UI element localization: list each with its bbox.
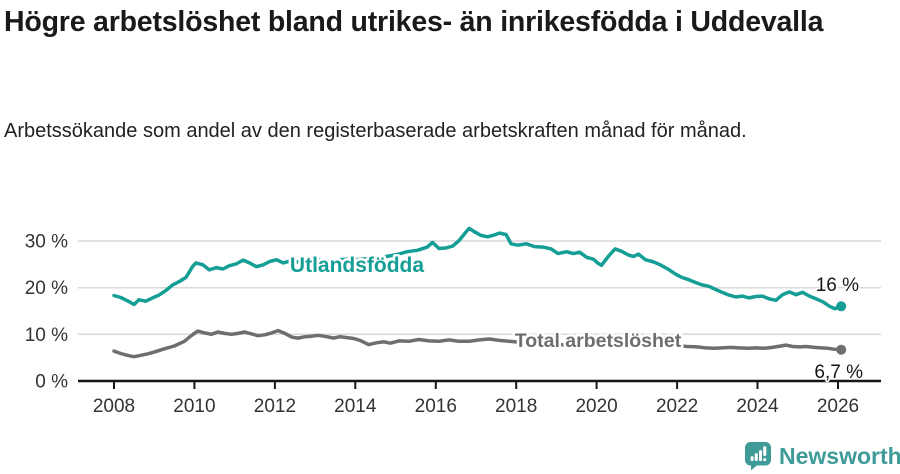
chart-title: Högre arbetslöshet bland utrikes- än inr… [4, 6, 824, 38]
x-tick-label-2020: 2020 [575, 396, 617, 417]
x-axis-labels: 2008 2010 2012 2014 2016 2018 2020 2022 2024 2026 [93, 396, 859, 417]
x-tick-label-2018: 2018 [495, 396, 537, 417]
x-axis [78, 379, 881, 389]
series-lines [112, 226, 847, 359]
chart-subtitle: Arbetssökande som andel av den registerb… [4, 120, 747, 142]
series-line-total-arbetsloshet [112, 328, 843, 359]
end-dot-total-arbetsloshet [836, 344, 847, 355]
y-tick-label-30: 30 % [25, 232, 68, 253]
x-tick-label-2008: 2008 [93, 396, 135, 417]
x-tick-label-2010: 2010 [173, 396, 215, 417]
x-tick-label-2016: 2016 [415, 396, 457, 417]
y-tick-label-10: 10 % [25, 325, 68, 346]
y-tick-label-20: 20 % [25, 278, 68, 299]
gridlines [78, 240, 881, 336]
x-tick-label-2026: 2026 [817, 396, 859, 417]
y-axis-labels: 0 % 10 % 20 % 30 % [25, 232, 68, 393]
x-tick-label-2014: 2014 [334, 396, 377, 417]
end-dot-utlandsfodda [836, 301, 847, 312]
end-value-label-utlandsfodda: 16 % [816, 275, 859, 296]
newsworthy-wordmark: Newsworthy [779, 442, 900, 469]
series-label-utlandsfodda: Utlandsfödda [290, 254, 424, 277]
x-tick-label-2024: 2024 [736, 396, 779, 417]
series-line-utlandsfodda [112, 226, 843, 311]
y-tick-label-0: 0 % [35, 372, 68, 393]
x-tick-label-2022: 2022 [656, 396, 698, 417]
newsworthy-logo: Newsworthy [744, 441, 900, 471]
x-tick-label-2012: 2012 [254, 396, 296, 417]
bar-chart-speech-bubble-icon [745, 442, 771, 471]
series-label-total-arbetsloshet: Total arbetslöshet [515, 330, 682, 352]
end-value-label-total-arbetsloshet: 6,7 % [814, 362, 863, 383]
